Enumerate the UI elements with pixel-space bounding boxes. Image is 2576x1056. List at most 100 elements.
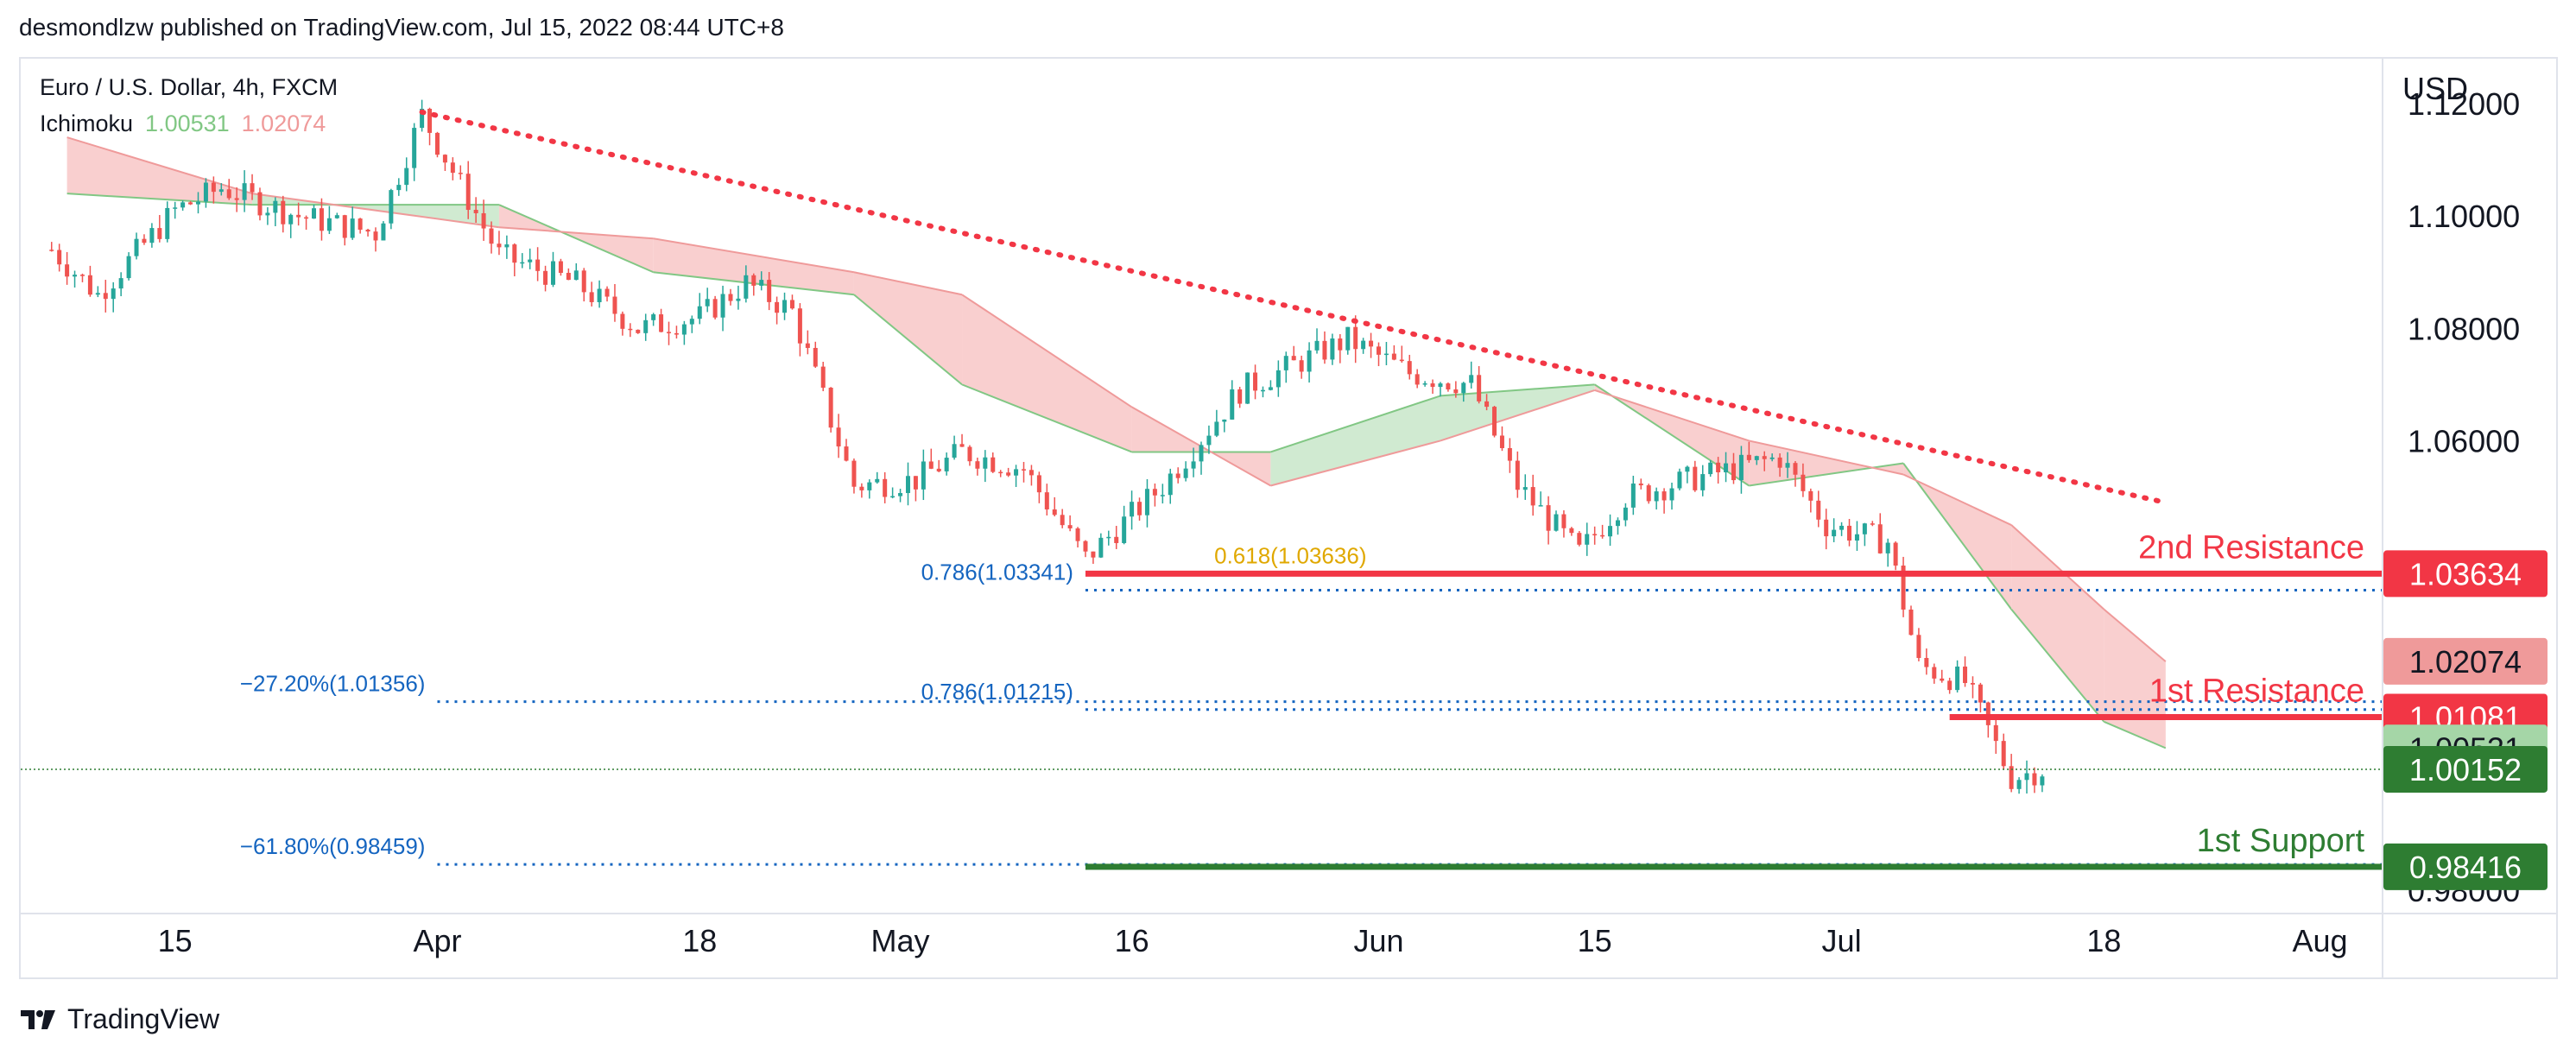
candle-body (828, 388, 833, 428)
x-axis-tick-label: May (871, 923, 930, 958)
candle-body (404, 168, 409, 186)
candle-body (1314, 340, 1320, 351)
candle-body (1585, 534, 1590, 545)
candle-body (512, 244, 517, 263)
ichimoku-span-a (853, 294, 963, 386)
candle-body (775, 301, 780, 313)
horizontal-level-label: 1st Resistance (2149, 673, 2364, 710)
candle-body (312, 208, 317, 219)
candle-body (1947, 680, 1953, 691)
candle-body (442, 155, 447, 163)
candle-body (1345, 326, 1351, 351)
candle-body (1492, 407, 1497, 436)
candle-body (620, 313, 625, 329)
ichimoku-span-b (1440, 389, 1595, 442)
candle-body (1885, 542, 1890, 553)
symbol-legend[interactable]: Euro / U.S. Dollar, 4h, FXCM (40, 74, 339, 100)
candle-body (928, 461, 934, 469)
candle-body (427, 109, 433, 133)
candle-body (95, 293, 100, 295)
candle-body (1608, 526, 1613, 537)
x-axis-tick-label: Apr (413, 923, 461, 958)
candle-body (991, 457, 996, 472)
ichimoku-cloud-segment (1270, 395, 1440, 486)
footer-brand[interactable]: TradingView (19, 1002, 219, 1036)
candle-body (165, 207, 170, 239)
candle-body (1477, 375, 1482, 402)
candle-body (1275, 370, 1281, 388)
candle-body (1438, 383, 1443, 388)
ichimoku-span-b (498, 226, 654, 240)
candle-body (458, 173, 463, 174)
candle-body (1175, 473, 1180, 478)
candle-body (1685, 466, 1690, 472)
candle-body (65, 264, 70, 277)
candle-body (983, 457, 988, 469)
candle-body (111, 288, 116, 300)
attribution-text: desmondlzw published on TradingView.com,… (19, 14, 784, 41)
currency-label[interactable]: USD (2402, 71, 2469, 106)
candle-body (73, 275, 78, 277)
candle-body (1677, 471, 1682, 489)
candle-body (87, 275, 92, 295)
candle-body (1006, 472, 1011, 476)
candle-body (759, 280, 764, 286)
candle-body (481, 212, 486, 229)
candle-body (1824, 519, 1829, 537)
candle-body (234, 198, 239, 200)
candle-body (126, 256, 131, 279)
candle-body (389, 190, 394, 224)
candle-body (1283, 356, 1288, 370)
candle-body (412, 128, 417, 168)
candle-body (628, 328, 633, 331)
ichimoku-cloud-segment (2104, 609, 2166, 749)
candle-body (1661, 491, 1667, 501)
candle-body (836, 427, 841, 447)
candle-body (1098, 537, 1104, 558)
candle-body (1245, 372, 1250, 404)
candle-body (273, 200, 278, 213)
candle-body (1369, 340, 1374, 347)
candle-body (381, 223, 386, 241)
candle-body (921, 461, 926, 490)
candle-body (281, 200, 286, 224)
ichimoku-cloud-segment (2011, 525, 2104, 722)
price-axis-divider (2382, 57, 2383, 979)
candle-body (1022, 469, 1027, 471)
candle-body (1638, 484, 1643, 486)
ichimoku-span-b (853, 271, 963, 296)
indicator-legend[interactable]: Ichimoku 1.00531 1.02074 (40, 111, 326, 137)
candle-body (697, 306, 702, 319)
fib-level-label: 0.786(1.01215) (921, 679, 1073, 705)
ichimoku-cloud-segment (653, 238, 854, 295)
candle-body (1453, 389, 1459, 394)
candle-body (597, 288, 602, 302)
candle-body (1839, 525, 1845, 530)
candle-body (659, 314, 664, 332)
candle-body (57, 250, 62, 265)
candle-body (2032, 773, 2037, 786)
indicator-name: Ichimoku (40, 111, 134, 136)
candle-body (1847, 525, 1852, 541)
candle-body (118, 278, 123, 289)
candle-body (1924, 658, 1929, 667)
candle-body (604, 288, 610, 297)
candle-body (1724, 463, 1729, 472)
candle-body (975, 461, 980, 469)
candle-body (1183, 468, 1188, 478)
y-axis-tick-label: 1.10000 (2408, 199, 2520, 234)
candle-body (612, 296, 617, 314)
candle-body (1801, 474, 1806, 491)
candle-body (319, 208, 324, 231)
candle-body (1268, 387, 1273, 390)
candle-body (188, 202, 193, 205)
candle-body (736, 298, 741, 301)
candle-body (1978, 684, 1983, 703)
candle-body (1808, 490, 1813, 501)
candle-body (1253, 372, 1258, 391)
candle-body (1507, 448, 1512, 461)
candle-body (1623, 507, 1628, 521)
candle-body (49, 250, 54, 251)
candle-body (350, 218, 355, 238)
